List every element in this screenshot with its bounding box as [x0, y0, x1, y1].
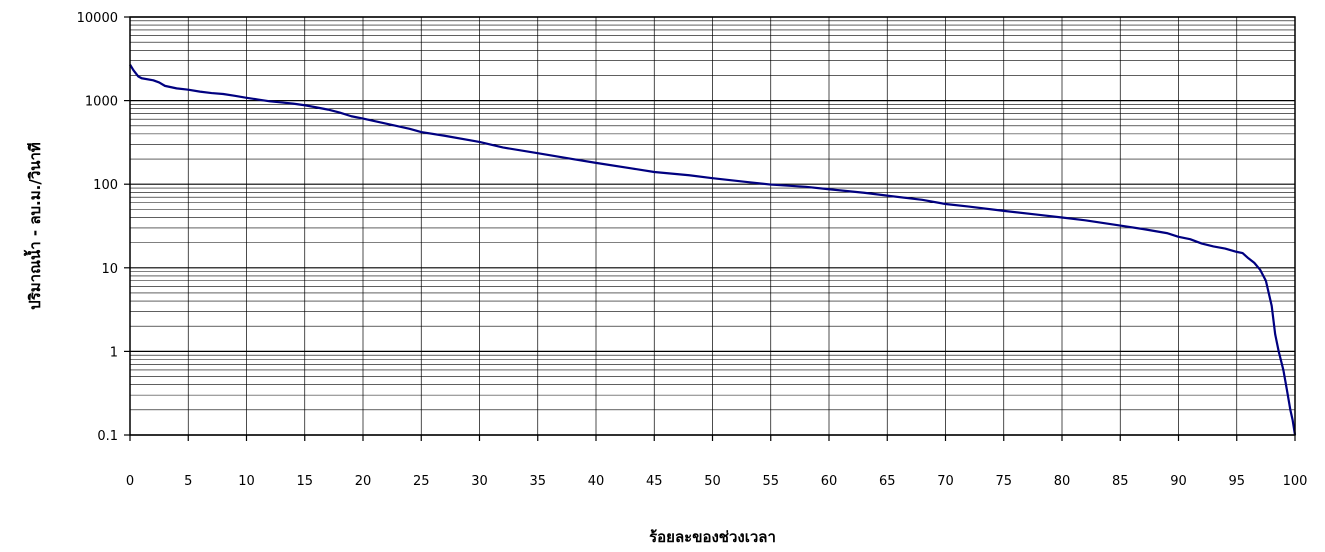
- flow-duration-line: [129, 63, 1297, 436]
- x-tick-label: 35: [529, 474, 546, 489]
- y-axis-ticks: 0.1 1 10 100 1000 10000: [77, 11, 130, 444]
- x-tick-label: 75: [995, 474, 1012, 489]
- y-tick-label: 1: [110, 345, 118, 360]
- x-tick-label: 95: [1228, 474, 1245, 489]
- x-axis-title: ร้อยละของช่วงเวลา: [649, 528, 776, 546]
- y-tick-label: 100: [93, 178, 118, 193]
- x-tick-label: 20: [355, 474, 372, 489]
- x-tick-label: 10: [238, 474, 255, 489]
- x-tick-label: 45: [646, 474, 663, 489]
- x-tick-label: 85: [1112, 474, 1129, 489]
- y-tick-label: 10: [101, 262, 118, 277]
- x-tick-label: 65: [879, 474, 896, 489]
- x-tick-label: 100: [1283, 474, 1308, 489]
- x-tick-label: 70: [937, 474, 954, 489]
- x-tick-label: 25: [413, 474, 430, 489]
- y-tick-label: 1000: [85, 95, 118, 110]
- y-axis-title: ปริมาณน้ำ - ลบ.ม./วินาที: [23, 142, 44, 310]
- x-tick-label: 80: [1054, 474, 1071, 489]
- x-tick-label: 30: [471, 474, 488, 489]
- y-tick-label: 10000: [77, 11, 118, 26]
- x-tick-label: 90: [1170, 474, 1187, 489]
- x-tick-label: 60: [821, 474, 838, 489]
- plot-area-frame: [129, 16, 1296, 436]
- x-tick-label: 40: [588, 474, 605, 489]
- x-tick-label: 50: [704, 474, 721, 489]
- x-axis-ticks: 0 5 10 15 20 25 30 35 40 45 50 55 60 65 70 75 80 85 90 95 10…: [126, 435, 1308, 489]
- x-tick-label: 0: [126, 474, 134, 489]
- y-tick-label: 0.1: [97, 429, 118, 444]
- x-tick-label: 55: [762, 474, 779, 489]
- x-tick-label: 15: [296, 474, 313, 489]
- x-tick-label: 5: [184, 474, 192, 489]
